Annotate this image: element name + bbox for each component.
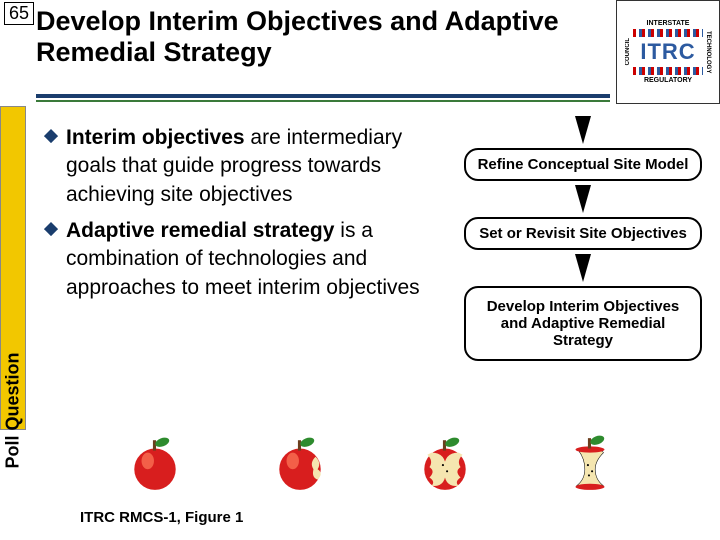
arrow-down-icon xyxy=(575,116,591,144)
bullet-text: Interim objectives are intermediary goal… xyxy=(66,124,430,209)
apple-core-icon xyxy=(564,434,612,488)
slide-number: 65 xyxy=(4,2,34,25)
bullet-item: Adaptive remedial strategy is a combinat… xyxy=(44,217,430,302)
apple-bitten-icon xyxy=(274,434,322,488)
logo-stripes xyxy=(633,67,703,75)
bullet-text: Adaptive remedial strategy is a combinat… xyxy=(66,217,430,302)
logo-name: ITRC xyxy=(633,39,703,65)
figure-reference: ITRC RMCS-1, Figure 1 xyxy=(80,509,243,526)
arrow-down-icon xyxy=(575,185,591,213)
bullet-marker-icon xyxy=(44,217,66,302)
apple-half-icon xyxy=(419,434,467,488)
bullet-item: Interim objectives are intermediary goal… xyxy=(44,124,430,209)
apple-graphics-row xyxy=(80,408,660,488)
logo-bottom-text: REGULATORY xyxy=(644,77,692,84)
itrc-logo: INTERSTATE COUNCIL ITRC TECHNOLOGY REGUL… xyxy=(616,0,720,104)
logo-right-text: TECHNOLOGY xyxy=(705,31,711,73)
poll-question-sidebar: Poll Question xyxy=(0,106,26,430)
process-diagram: Refine Conceptual Site Model Set or Revi… xyxy=(458,112,708,365)
bullet-marker-icon xyxy=(44,124,66,209)
sidebar-label: Poll Question xyxy=(3,352,24,468)
logo-top-text: INTERSTATE xyxy=(647,20,690,27)
logo-left-text: COUNCIL xyxy=(625,38,631,65)
diagram-box: Refine Conceptual Site Model xyxy=(464,148,702,181)
bullet-list: Interim objectives are intermediary goal… xyxy=(44,124,430,310)
apple-whole-icon xyxy=(129,434,177,488)
slide-header: Develop Interim Objectives and Adaptive … xyxy=(36,6,610,92)
logo-stripes xyxy=(633,29,703,37)
header-rule-2 xyxy=(36,100,610,102)
arrow-down-icon xyxy=(575,254,591,282)
diagram-box: Develop Interim Objectives and Adaptive … xyxy=(464,286,702,361)
diagram-box: Set or Revisit Site Objectives xyxy=(464,217,702,250)
header-rule-1 xyxy=(36,94,610,98)
slide-title: Develop Interim Objectives and Adaptive … xyxy=(36,6,610,68)
